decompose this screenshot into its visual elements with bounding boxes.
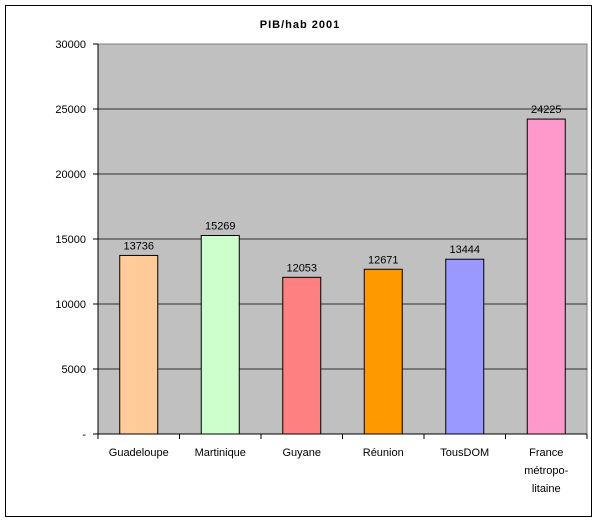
chart-title: PIB/hab 2001 [260,19,340,31]
bar-value-label: 12053 [286,262,317,274]
bar [445,258,485,435]
x-tick-label: Guadeloupe [109,447,169,459]
bar [119,254,159,435]
bar-value-label: 12671 [368,254,399,266]
x-tick-label: Réunion [363,447,404,459]
y-tick-label: 5000 [62,364,86,376]
axes [93,43,588,439]
bars [119,118,566,435]
bar [363,268,403,435]
gridlines [98,108,587,370]
y-axis-tick-labels: - 5000 10000 15000 20000 25000 30000 [55,39,86,441]
y-tick-label: 30000 [55,39,86,51]
y-tick-label: - [82,429,86,441]
y-tick-label: 15000 [55,234,86,246]
x-tick-label: Martinique [195,447,246,459]
bar-value-label: 15269 [205,221,236,233]
y-tick-label: 20000 [55,169,86,181]
y-tick-label: 10000 [55,299,86,311]
value-labels: 13736 15269 12053 12671 13444 24225 [123,104,561,274]
bar [200,235,240,435]
x-tick-label: TousDOM [440,447,489,459]
bar [282,276,322,435]
bar [526,118,566,435]
bar-value-label: 13444 [449,244,480,256]
x-axis-tick-labels: Guadeloupe Martinique Guyane Réunion TousDOM… [109,447,569,495]
bar-value-label: 24225 [531,104,562,116]
x-tick-label: Guyane [282,447,321,459]
bar-value-label: 13736 [123,240,154,252]
y-tick-label: 25000 [55,104,86,116]
x-tick-label: France métropo-litaine [524,447,568,495]
